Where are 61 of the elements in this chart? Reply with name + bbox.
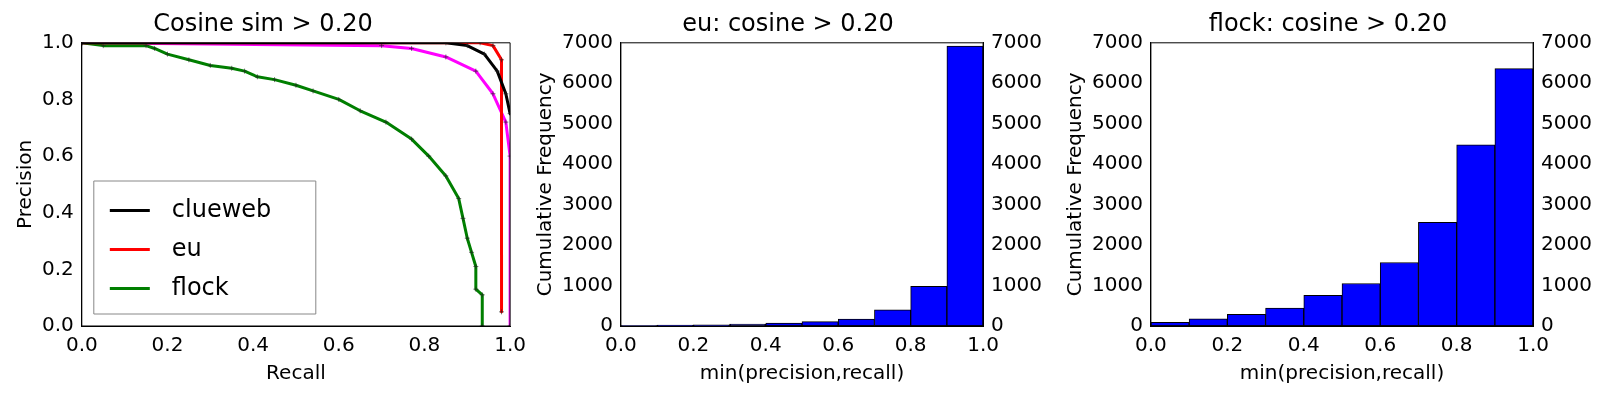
y-axis-title: Cumulative Frequency — [1062, 72, 1087, 297]
x-tick-label: 0.8 — [894, 332, 927, 357]
y-tick-label: 7000 — [561, 29, 613, 53]
chart-title: eu: cosine > 0.20 — [682, 8, 894, 37]
x-tick-label: 0.6 — [322, 332, 355, 357]
x-tick-label: 0.2 — [677, 332, 710, 357]
y-tick-label: 3000 — [561, 190, 613, 215]
y-tick-label: 2000 — [561, 231, 613, 256]
y-tick-label: 5000 — [561, 109, 613, 134]
y2-tick-label: 4000 — [1541, 150, 1593, 175]
chart-title: Cosine sim > 0.20 — [153, 8, 373, 37]
point — [503, 90, 509, 97]
y-tick-label: 2000 — [1091, 231, 1143, 256]
x-tick-label: 0.4 — [237, 332, 270, 357]
y-tick-label: 6000 — [561, 69, 613, 94]
x-axis-title: min(precision,recall) — [699, 360, 905, 385]
x-tick-label: 0.8 — [1440, 332, 1473, 357]
y-tick-label: 0.4 — [41, 198, 74, 223]
y-axis-title: Precision — [12, 139, 37, 230]
y-tick-label: 4000 — [561, 150, 613, 175]
y2-tick-label: 5000 — [1541, 109, 1593, 134]
y2-tick-label: 1000 — [1541, 271, 1593, 296]
chart-title: flock: cosine > 0.20 — [1208, 8, 1448, 37]
y-tick-label: 1.0 — [41, 29, 74, 53]
y2-tick-label: 1000 — [991, 271, 1043, 296]
y-tick-label: 0.2 — [41, 255, 74, 280]
y-tick-label: 0.6 — [41, 142, 74, 167]
y2-tick-label: 4000 — [991, 150, 1043, 175]
y-tick-label: 1000 — [1091, 271, 1143, 296]
x-tick-label: 0.6 — [822, 332, 855, 357]
x-tick-label: 1.0 — [494, 332, 526, 357]
x-axis-title: Recall — [266, 360, 326, 385]
legend-label: eu — [171, 233, 202, 262]
x-axis-title: min(precision,recall) — [1239, 360, 1445, 385]
y-tick-label: 6000 — [1091, 69, 1143, 94]
x-tick-label: 0.8 — [408, 332, 441, 357]
y-tick-label: 1000 — [561, 271, 613, 296]
y2-tick-label: 3000 — [991, 190, 1043, 215]
y2-tick-label: 7000 — [991, 29, 1043, 53]
y-tick-label: 4000 — [1091, 150, 1143, 175]
y2-tick-label: 7000 — [1541, 29, 1593, 53]
y2-tick-label: 6000 — [991, 69, 1043, 94]
x-tick-label: 0.6 — [1364, 332, 1397, 357]
y-tick-label: 7000 — [1091, 29, 1143, 53]
legend-label: clueweb — [171, 194, 272, 223]
point — [481, 51, 488, 57]
y2-tick-label: 2000 — [1541, 231, 1593, 256]
y-tick-label: 5000 — [1091, 109, 1143, 134]
x-tick-label: 0.4 — [1287, 332, 1320, 357]
legend-label: flock — [171, 272, 229, 301]
y2-tick-label: 3000 — [1541, 190, 1593, 215]
x-tick-label: 0.2 — [1211, 332, 1244, 357]
y-tick-label: 0.8 — [41, 85, 74, 110]
y2-tick-label: 5000 — [991, 109, 1043, 134]
x-tick-label: 0.2 — [151, 332, 184, 357]
x-tick-label: 0.4 — [749, 332, 782, 357]
point — [494, 68, 501, 74]
y-axis-title: Cumulative Frequency — [532, 72, 557, 297]
y-tick-label: 3000 — [1091, 190, 1143, 215]
y2-tick-label: 2000 — [991, 231, 1043, 256]
y2-tick-label: 6000 — [1541, 69, 1593, 94]
